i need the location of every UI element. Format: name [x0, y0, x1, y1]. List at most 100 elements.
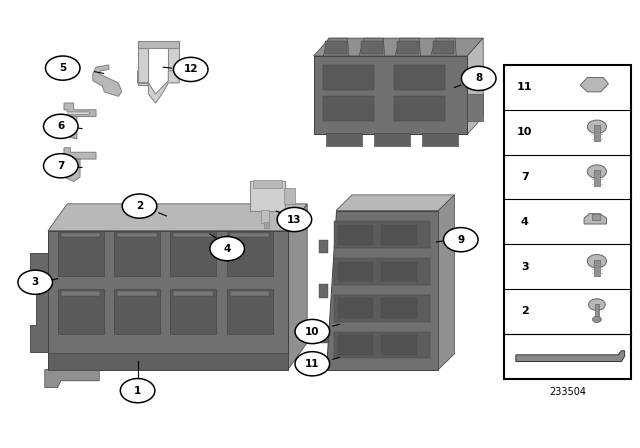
- Bar: [58, 231, 104, 276]
- Polygon shape: [580, 78, 609, 92]
- Bar: [334, 221, 430, 248]
- Bar: [48, 353, 288, 370]
- Text: 3: 3: [31, 277, 39, 287]
- Bar: [595, 260, 600, 276]
- Bar: [595, 304, 600, 318]
- Bar: [595, 170, 600, 186]
- Polygon shape: [45, 370, 99, 388]
- Polygon shape: [516, 351, 625, 362]
- Bar: [334, 258, 430, 285]
- Bar: [114, 289, 160, 334]
- Bar: [381, 335, 417, 355]
- Text: 11: 11: [305, 359, 319, 369]
- Text: 12: 12: [184, 65, 198, 74]
- Polygon shape: [438, 195, 454, 370]
- Bar: [227, 231, 273, 276]
- Polygon shape: [64, 148, 96, 181]
- Bar: [326, 133, 362, 146]
- Bar: [314, 56, 467, 134]
- Text: 6: 6: [57, 121, 65, 131]
- Circle shape: [120, 379, 155, 403]
- Polygon shape: [30, 253, 48, 352]
- Bar: [595, 125, 600, 141]
- Bar: [325, 41, 347, 54]
- Bar: [338, 225, 373, 245]
- Circle shape: [589, 299, 605, 310]
- Circle shape: [44, 114, 78, 138]
- Bar: [361, 41, 383, 54]
- Bar: [253, 180, 282, 188]
- Bar: [381, 262, 417, 281]
- Polygon shape: [93, 65, 122, 96]
- Bar: [264, 222, 269, 228]
- Bar: [397, 41, 419, 54]
- Polygon shape: [584, 214, 607, 224]
- Text: 10: 10: [305, 327, 319, 336]
- Circle shape: [588, 254, 607, 268]
- Bar: [319, 329, 328, 343]
- Bar: [58, 289, 104, 334]
- Circle shape: [210, 237, 244, 261]
- Polygon shape: [395, 38, 420, 56]
- Polygon shape: [288, 204, 307, 370]
- Circle shape: [593, 316, 602, 323]
- Bar: [323, 96, 374, 121]
- Text: 1: 1: [134, 386, 141, 396]
- Polygon shape: [336, 195, 454, 211]
- Bar: [61, 291, 100, 296]
- Polygon shape: [326, 211, 438, 370]
- Polygon shape: [64, 103, 96, 139]
- Bar: [138, 43, 148, 85]
- Text: 5: 5: [59, 63, 67, 73]
- Circle shape: [295, 319, 330, 344]
- Polygon shape: [323, 38, 349, 56]
- Polygon shape: [467, 38, 483, 134]
- Bar: [61, 233, 100, 237]
- Circle shape: [588, 120, 607, 134]
- Circle shape: [588, 165, 607, 178]
- Bar: [374, 133, 410, 146]
- Polygon shape: [48, 204, 307, 231]
- Circle shape: [18, 270, 52, 294]
- Text: 233504: 233504: [549, 387, 586, 397]
- Bar: [504, 65, 631, 379]
- Bar: [173, 291, 213, 296]
- Text: 8: 8: [475, 73, 483, 83]
- Bar: [319, 240, 328, 253]
- Bar: [168, 43, 179, 72]
- Bar: [394, 65, 445, 90]
- Polygon shape: [138, 71, 179, 103]
- Text: 9: 9: [457, 235, 465, 245]
- Circle shape: [444, 228, 478, 252]
- Bar: [230, 291, 269, 296]
- Bar: [117, 233, 157, 237]
- Circle shape: [277, 207, 312, 232]
- Bar: [593, 214, 600, 220]
- Bar: [250, 181, 285, 211]
- Bar: [334, 295, 430, 322]
- Polygon shape: [359, 38, 385, 56]
- Bar: [381, 298, 417, 318]
- Text: 4: 4: [223, 244, 231, 254]
- Bar: [170, 231, 216, 276]
- Text: 7: 7: [57, 161, 65, 171]
- Bar: [338, 335, 373, 355]
- Text: 3: 3: [521, 262, 529, 271]
- Bar: [323, 65, 374, 90]
- Bar: [48, 231, 288, 370]
- Bar: [334, 332, 430, 358]
- Text: 2: 2: [136, 201, 143, 211]
- Circle shape: [173, 57, 208, 82]
- Bar: [170, 289, 216, 334]
- Bar: [114, 231, 160, 276]
- Text: 2: 2: [521, 306, 529, 316]
- Bar: [227, 289, 273, 334]
- Circle shape: [295, 352, 330, 376]
- Bar: [394, 96, 445, 121]
- Circle shape: [461, 66, 496, 90]
- Bar: [467, 94, 483, 121]
- Circle shape: [122, 194, 157, 218]
- Bar: [381, 225, 417, 245]
- Bar: [138, 41, 179, 48]
- Circle shape: [44, 154, 78, 178]
